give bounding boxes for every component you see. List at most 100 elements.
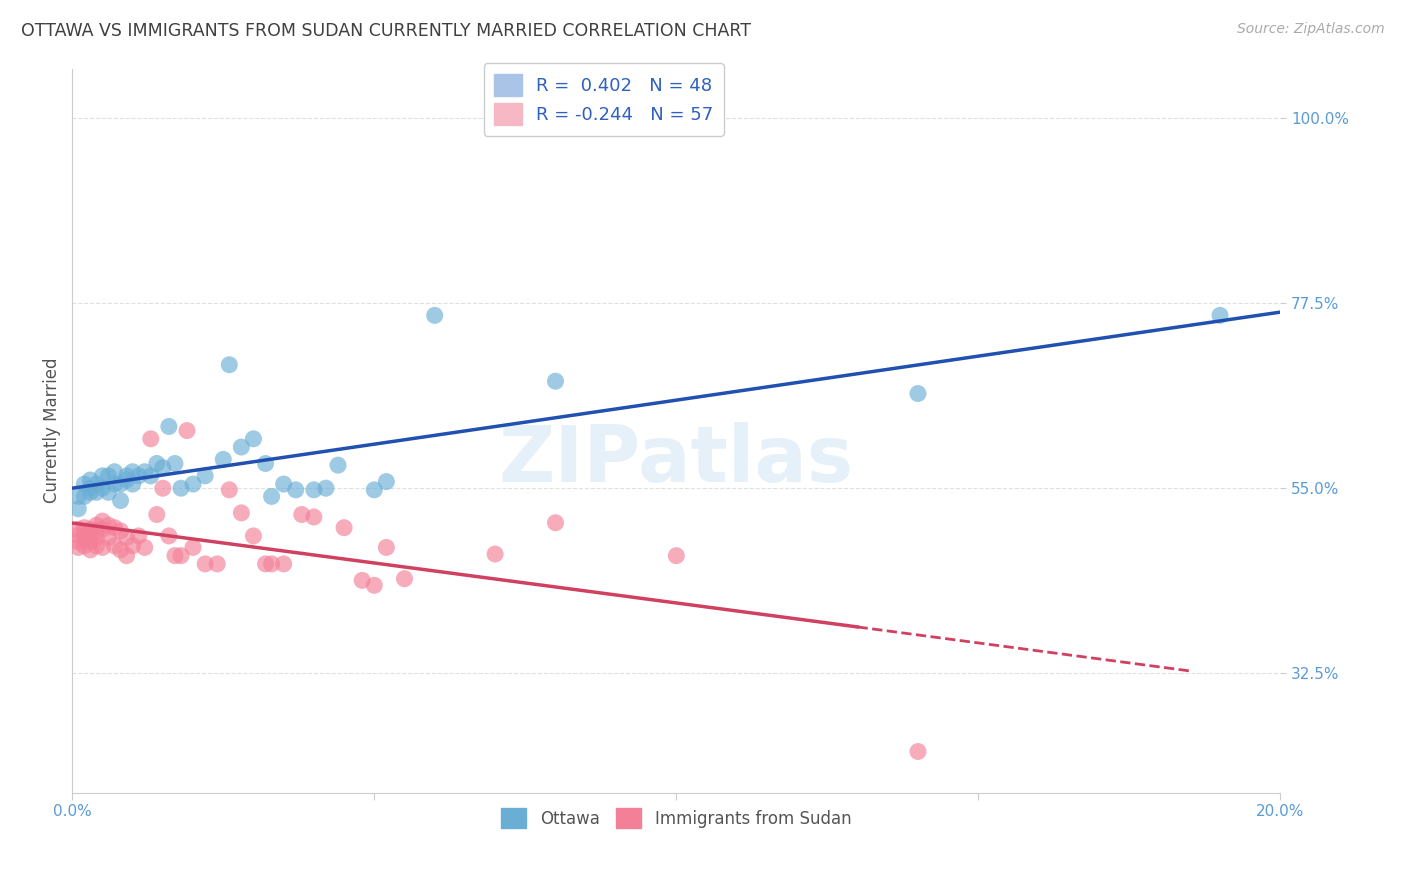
Point [375,475,398,489]
Point [110,493,132,508]
Point [394,572,416,586]
Point [315,481,337,495]
Point [79,534,101,549]
Point [103,539,125,553]
Point [79,522,101,536]
Point [91,468,114,483]
Point [110,542,132,557]
Point [134,465,156,479]
Point [91,514,114,528]
Point [67,541,90,555]
Point [79,481,101,495]
Point [907,386,929,401]
Point [284,483,307,497]
Point [97,531,120,545]
Point [121,465,143,479]
Point [163,549,186,563]
Point [194,468,217,483]
Point [91,541,114,555]
Point [79,542,101,557]
Point [484,547,506,561]
Point [254,457,277,471]
Point [67,490,90,504]
Point [163,457,186,471]
Point [86,485,108,500]
Point [103,477,125,491]
Point [375,541,398,555]
Point [152,460,174,475]
Point [67,522,90,536]
Point [103,521,125,535]
Point [260,490,283,504]
Point [97,485,120,500]
Point [665,549,688,563]
Point [152,481,174,495]
Point [86,539,108,553]
Point [544,516,567,530]
Point [146,508,169,522]
Point [242,432,264,446]
Point [423,309,446,323]
Point [326,458,349,472]
Point [273,557,295,571]
Point [128,529,150,543]
Point [86,524,108,538]
Point [121,539,143,553]
Point [139,432,162,446]
Point [907,745,929,759]
Text: OTTAWA VS IMMIGRANTS FROM SUDAN CURRENTLY MARRIED CORRELATION CHART: OTTAWA VS IMMIGRANTS FROM SUDAN CURRENTL… [21,22,751,40]
Point [115,549,138,563]
Point [1209,309,1232,323]
Point [110,477,132,491]
Point [103,465,125,479]
Point [231,440,253,454]
Point [91,481,114,495]
Point [157,419,180,434]
Point [291,508,314,522]
Y-axis label: Currently Married: Currently Married [44,358,60,503]
Point [205,557,228,571]
Point [79,485,101,500]
Point [231,506,253,520]
Point [363,483,385,497]
Point [86,518,108,533]
Point [218,358,240,372]
Point [302,483,325,497]
Point [260,557,283,571]
Point [176,424,198,438]
Point [157,529,180,543]
Point [86,477,108,491]
Point [73,477,96,491]
Point [91,522,114,536]
Point [73,539,96,553]
Point [86,531,108,545]
Point [115,473,138,487]
Text: ZIPatlas: ZIPatlas [499,422,853,498]
Point [67,534,90,549]
Point [67,528,90,542]
Legend: Ottawa, Immigrants from Sudan: Ottawa, Immigrants from Sudan [495,801,858,835]
Point [352,574,374,588]
Point [115,531,138,545]
Point [181,477,204,491]
Point [79,529,101,543]
Point [139,468,162,483]
Point [544,374,567,388]
Point [73,521,96,535]
Point [333,521,356,535]
Point [110,524,132,538]
Point [302,510,325,524]
Point [128,468,150,483]
Point [121,477,143,491]
Point [194,557,217,571]
Point [218,483,240,497]
Point [181,541,204,555]
Point [115,468,138,483]
Point [73,526,96,541]
Text: Source: ZipAtlas.com: Source: ZipAtlas.com [1237,22,1385,37]
Point [134,541,156,555]
Point [170,481,193,495]
Point [170,549,193,563]
Point [242,529,264,543]
Point [273,477,295,491]
